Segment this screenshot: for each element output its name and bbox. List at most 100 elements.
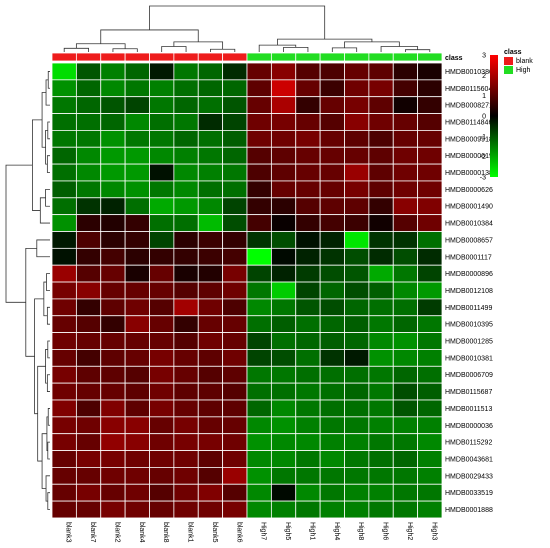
heatmap-cell — [368, 62, 394, 81]
heatmap-cell — [417, 433, 443, 451]
heatmap-cell — [417, 382, 443, 401]
heatmap-cell — [124, 247, 150, 266]
heatmap-cell — [319, 281, 345, 300]
heatmap-cell — [295, 298, 321, 317]
heatmap-cell — [51, 281, 77, 300]
heatmap-cell — [270, 281, 297, 300]
heatmap-cell — [149, 466, 175, 485]
heatmap-cell — [100, 483, 126, 502]
heatmap-cell — [197, 129, 224, 148]
heatmap-cell — [295, 197, 321, 216]
heatmap-cell — [368, 231, 394, 249]
heatmap-cell — [295, 399, 321, 418]
class-annotation-bar — [51, 52, 443, 62]
heatmap-cell — [344, 146, 370, 165]
heatmap-cell — [417, 62, 443, 81]
heatmap-cell — [319, 231, 345, 249]
row-label: HMDB0011499 — [445, 305, 492, 312]
heatmap-cell — [197, 197, 224, 216]
row-label: HMDB0001888 — [445, 507, 493, 514]
heatmap-cell — [319, 500, 345, 519]
heatmap-cell — [319, 382, 345, 401]
row-label: HMDB0000619 — [445, 153, 493, 160]
heatmap-cell — [295, 62, 321, 81]
heatmap-cell — [75, 450, 102, 468]
heatmap-cell — [295, 231, 321, 249]
heatmap-cell — [173, 483, 199, 502]
heatmap-cell — [319, 197, 345, 216]
heatmap-cell — [295, 264, 321, 283]
heatmap-cell — [246, 416, 272, 435]
row-label: HMDB0010395 — [445, 322, 493, 329]
heatmap-cell — [295, 129, 321, 148]
heatmap-cell — [246, 332, 272, 350]
color-scale-tick: 1 — [482, 93, 486, 100]
heatmap-cell — [270, 163, 297, 182]
heatmap-cell — [368, 197, 394, 216]
color-scale-gradient — [490, 55, 498, 177]
heatmap-cell — [368, 79, 394, 98]
heatmap-cell — [295, 214, 321, 232]
heatmap-cell — [149, 96, 175, 114]
heatmap-cell — [173, 298, 199, 317]
heatmap-cell — [149, 264, 175, 283]
heatmap-cell — [392, 231, 419, 249]
heatmap-cell — [344, 450, 370, 468]
column-label: blank1 — [187, 522, 194, 543]
heatmap-cell — [222, 483, 248, 502]
heatmap-cell — [270, 382, 297, 401]
heatmap-cell — [417, 399, 443, 418]
heatmap-cell — [246, 281, 272, 300]
color-scale-tick: -1 — [480, 134, 486, 141]
heatmap-cell — [246, 214, 272, 232]
class-bar-cell — [124, 52, 150, 62]
row-label: HMDB0000138 — [445, 170, 493, 177]
heatmap-cell — [222, 247, 248, 266]
heatmap-cell — [149, 399, 175, 418]
heatmap-cell — [124, 231, 150, 249]
heatmap-cell — [173, 382, 199, 401]
column-label: High8 — [357, 522, 364, 540]
heatmap-cell — [124, 332, 150, 350]
row-label: HMDB0012108 — [445, 288, 493, 295]
heatmap-cell — [75, 96, 102, 114]
heatmap-cell — [197, 382, 224, 401]
dendrogram-branch — [46, 374, 50, 392]
row-label: HMDB0033519 — [445, 490, 493, 497]
heatmap-cell — [246, 315, 272, 334]
heatmap-cell — [100, 129, 126, 148]
row-label: HMDB0000896 — [445, 271, 493, 278]
heatmap-cell — [270, 214, 297, 232]
heatmap-cell — [222, 197, 248, 216]
heatmap-cell — [368, 365, 394, 384]
column-label: blank7 — [89, 522, 96, 543]
heatmap-cell — [417, 450, 443, 468]
heatmap-cell — [344, 163, 370, 182]
heatmap-cell — [222, 416, 248, 435]
heatmap-cell — [392, 96, 419, 114]
legend-title: class — [504, 49, 522, 56]
heatmap-cell — [295, 146, 321, 165]
column-label: blank5 — [211, 522, 218, 543]
heatmap-cell — [246, 298, 272, 317]
heatmap-cell — [270, 433, 297, 451]
heatmap-cell — [124, 180, 150, 199]
heatmap-cell — [392, 416, 419, 435]
class-bar-cell — [149, 52, 175, 62]
dendrogram-branch — [63, 47, 89, 52]
heatmap-cell — [392, 62, 419, 81]
row-label: HMDB0029433 — [445, 473, 493, 480]
heatmap-cell — [344, 62, 370, 81]
heatmap-cell — [344, 332, 370, 350]
heatmap-cell — [319, 214, 345, 232]
heatmap-cell — [149, 382, 175, 401]
heatmap-cell — [246, 79, 272, 98]
heatmap-cell — [75, 382, 102, 401]
heatmap-cell — [368, 483, 394, 502]
row-label: HMDB0043681 — [445, 456, 493, 463]
row-label: HMDB0115604 — [445, 86, 492, 93]
dendrogram-branch — [47, 340, 50, 359]
heatmap-cell — [173, 96, 199, 114]
heatmap-cell — [222, 214, 248, 232]
heatmap-cell — [51, 163, 77, 182]
